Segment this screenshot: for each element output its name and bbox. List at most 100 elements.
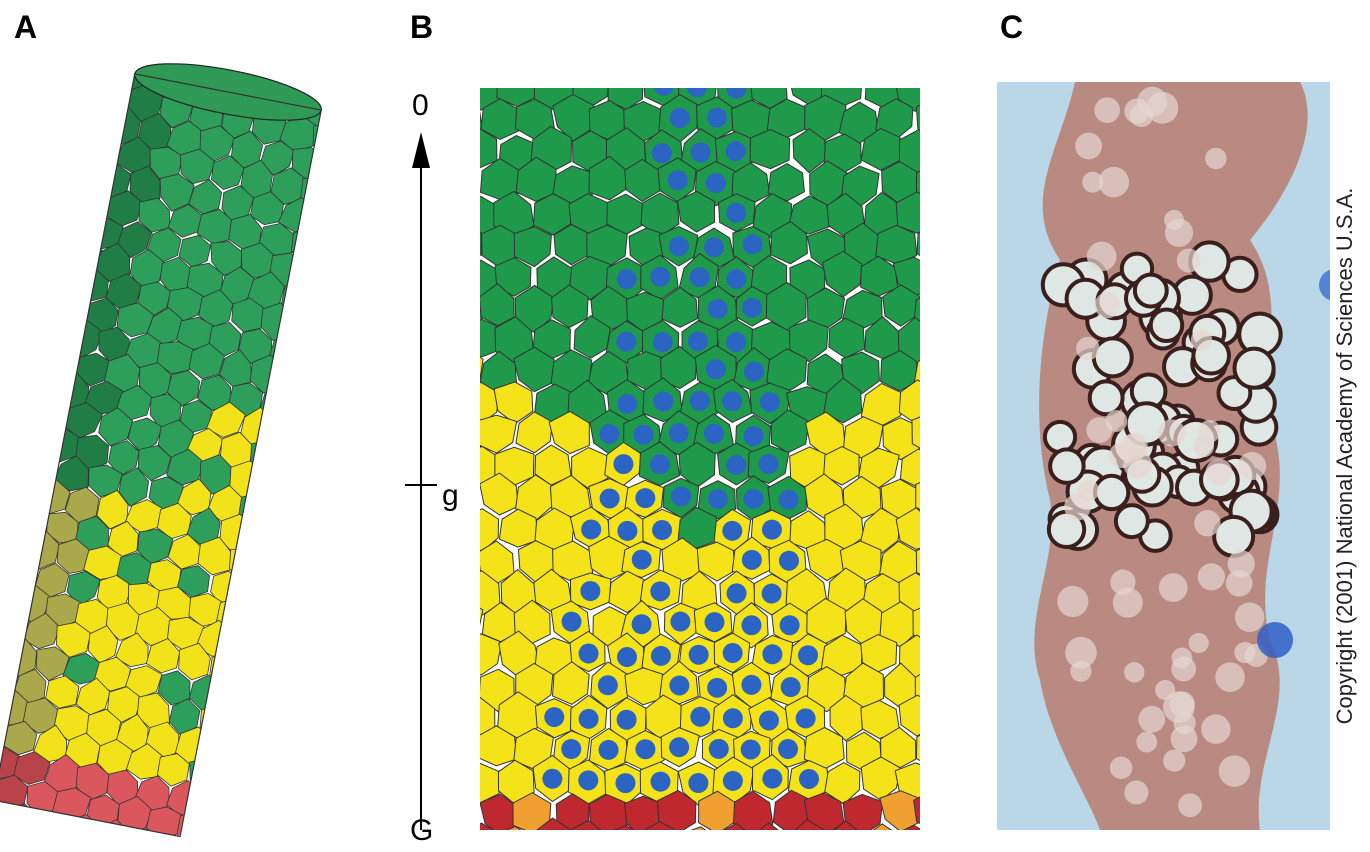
cell xyxy=(423,252,463,293)
cell xyxy=(424,570,463,615)
cell-faint xyxy=(1191,329,1212,350)
marker-dot xyxy=(668,170,688,190)
marker-dot xyxy=(687,77,707,97)
cell xyxy=(680,827,718,852)
cell xyxy=(22,364,61,408)
marker-dot xyxy=(690,707,710,727)
cylinder xyxy=(0,43,355,852)
marker-dot xyxy=(652,520,672,540)
cell xyxy=(32,809,70,851)
marker-dot xyxy=(653,332,673,352)
marker-dot xyxy=(742,550,762,570)
cell-faint xyxy=(1219,755,1250,786)
marker-dot xyxy=(709,739,729,759)
marker-dot xyxy=(615,773,635,793)
cell xyxy=(460,634,501,675)
cell-faint xyxy=(1178,793,1202,817)
marker-dot xyxy=(778,739,798,759)
cell-faint xyxy=(1118,435,1146,463)
marker-dot xyxy=(726,203,746,223)
marker-dot xyxy=(744,362,764,382)
cell-faint xyxy=(1194,510,1220,536)
cell xyxy=(441,541,479,584)
cell xyxy=(899,695,938,736)
cell xyxy=(440,794,478,836)
cell xyxy=(442,730,481,770)
marker-dot xyxy=(743,234,763,254)
marker-dot xyxy=(726,332,746,352)
panel-label: A xyxy=(14,9,37,45)
marker-dot xyxy=(759,454,779,474)
marker-dot xyxy=(617,269,637,289)
stain xyxy=(1257,622,1293,658)
marker-dot xyxy=(691,142,711,162)
cell-faint xyxy=(1177,249,1201,273)
marker-dot xyxy=(707,678,727,698)
marker-dot xyxy=(690,267,710,287)
cell-ring xyxy=(1095,476,1128,509)
cell xyxy=(426,196,466,237)
cell xyxy=(0,629,11,673)
marker-dot xyxy=(654,76,674,96)
cell-faint xyxy=(1064,494,1091,521)
marker-dot xyxy=(722,521,742,541)
marker-dot xyxy=(796,708,816,728)
marker-dot xyxy=(635,488,655,508)
marker-dot xyxy=(690,391,710,411)
cell xyxy=(43,259,82,299)
cell-ring xyxy=(1116,505,1148,537)
marker-dot xyxy=(688,331,708,351)
cell-faint xyxy=(1163,691,1195,723)
cell-faint xyxy=(1138,706,1165,733)
cell xyxy=(916,544,955,582)
cell xyxy=(916,477,955,518)
cell xyxy=(53,204,94,248)
cell-faint xyxy=(1205,148,1227,170)
marker-dot xyxy=(670,612,690,632)
marker-dot xyxy=(760,392,780,412)
cell-faint xyxy=(1158,419,1185,446)
cell xyxy=(447,600,483,642)
marker-dot xyxy=(799,769,819,789)
marker-dot xyxy=(617,394,637,414)
cell-faint xyxy=(1057,586,1088,617)
marker-dot xyxy=(762,769,782,789)
cell xyxy=(426,696,464,735)
cell xyxy=(155,833,193,852)
marker-dot xyxy=(780,615,800,635)
axis-label: 0 xyxy=(412,89,429,122)
marker-dot xyxy=(741,675,761,695)
marker-dot xyxy=(762,644,782,664)
marker-dot xyxy=(650,772,670,792)
marker-dot xyxy=(613,454,633,474)
marker-dot xyxy=(741,739,761,759)
cell-faint xyxy=(1110,757,1132,779)
marker-dot xyxy=(579,644,599,664)
marker-dot xyxy=(578,770,598,790)
cell-ring xyxy=(1151,310,1183,342)
cell-ring xyxy=(1234,349,1273,388)
copyright: Copyright (2001) National Academy of Sci… xyxy=(1332,188,1357,725)
panel-label: B xyxy=(410,9,433,45)
marker-dot xyxy=(779,490,799,510)
cell-ring xyxy=(1094,338,1132,376)
marker-dot xyxy=(689,645,709,665)
marker-dot xyxy=(669,737,689,757)
cell xyxy=(87,132,122,169)
cell-faint xyxy=(1124,780,1148,804)
marker-dot xyxy=(616,332,636,352)
cell-faint xyxy=(1215,662,1245,692)
marker-dot xyxy=(743,426,763,446)
marker-dot xyxy=(726,269,746,289)
cell-map: 0 g G xyxy=(405,63,956,852)
cell-faint xyxy=(1201,714,1230,743)
cell xyxy=(496,827,532,852)
marker-dot xyxy=(762,584,782,604)
marker-dot xyxy=(671,486,691,506)
marker-dot xyxy=(708,489,728,509)
cell xyxy=(0,526,31,564)
marker-dot xyxy=(704,237,724,257)
marker-dot xyxy=(688,773,708,793)
cell-faint xyxy=(1235,603,1265,633)
marker-dot xyxy=(561,739,581,759)
